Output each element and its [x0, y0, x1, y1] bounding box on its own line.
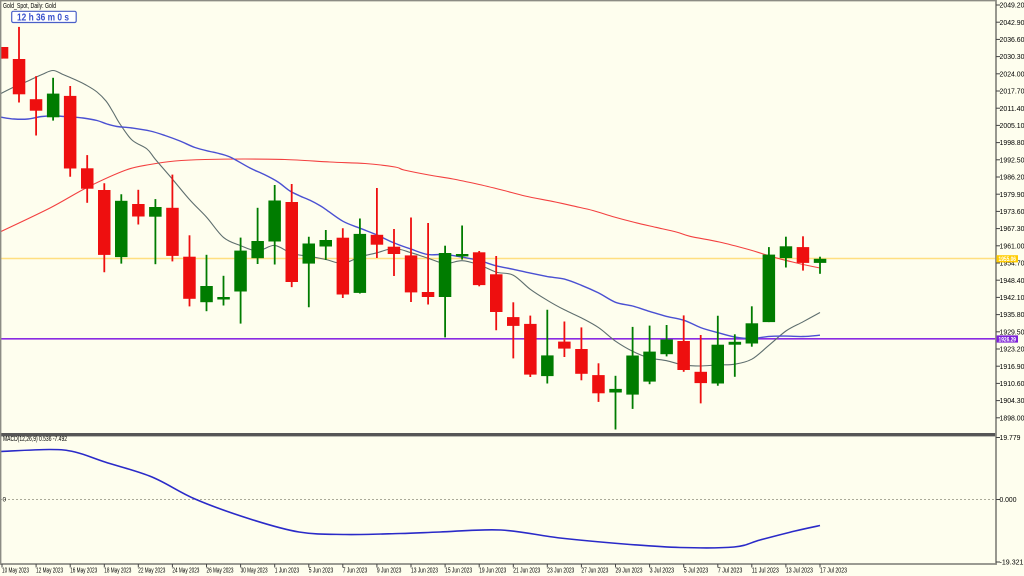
svg-text:1 Jun 2023: 1 Jun 2023 — [275, 568, 300, 575]
svg-text:10 May 2023: 10 May 2023 — [2, 568, 29, 575]
svg-text:2049.20: 2049.20 — [1000, 3, 1024, 10]
svg-text:29 Jun 2023: 29 Jun 2023 — [616, 568, 643, 575]
svg-text:30 May 2023: 30 May 2023 — [241, 568, 268, 575]
svg-text:5 Jul 2023: 5 Jul 2023 — [684, 568, 709, 575]
svg-text:19 Jun 2023: 19 Jun 2023 — [479, 568, 506, 575]
svg-text:1948.40: 1948.40 — [1000, 278, 1024, 285]
svg-text:1961.00: 1961.00 — [1000, 243, 1024, 250]
svg-text:2030.30: 2030.30 — [1000, 54, 1024, 61]
svg-text:27 Jun 2023: 27 Jun 2023 — [581, 568, 608, 575]
svg-text:23 Jun 2023: 23 Jun 2023 — [547, 568, 574, 575]
svg-text:19.779: 19.779 — [1000, 435, 1021, 442]
svg-text:1998.80: 1998.80 — [1000, 140, 1024, 147]
svg-text:9 Jun 2023: 9 Jun 2023 — [377, 568, 402, 575]
svg-text:1923.20: 1923.20 — [1000, 347, 1024, 354]
svg-text:18 May 2023: 18 May 2023 — [104, 568, 131, 575]
svg-text:1942.10: 1942.10 — [1000, 295, 1024, 302]
svg-text:7 Jul 2023: 7 Jul 2023 — [718, 568, 743, 575]
svg-text:2042.90: 2042.90 — [1000, 20, 1024, 27]
svg-text:15 Jun 2023: 15 Jun 2023 — [445, 568, 472, 575]
svg-text:1916.90: 1916.90 — [1000, 364, 1024, 371]
svg-text:MACD(12,26,9) 0.536 -7.492: MACD(12,26,9) 0.536 -7.492 — [3, 434, 67, 443]
svg-text:7 Jun 2023: 7 Jun 2023 — [343, 568, 368, 575]
svg-text:1955.06: 1955.06 — [999, 256, 1017, 263]
svg-text:12 May 2023: 12 May 2023 — [36, 568, 63, 575]
svg-text:26 May 2023: 26 May 2023 — [207, 568, 234, 575]
svg-text:2024.00: 2024.00 — [1000, 71, 1024, 78]
svg-text:3 Jul 2023: 3 Jul 2023 — [650, 568, 675, 575]
svg-text:Gold_Spot, Daily: Gold: Gold_Spot, Daily: Gold — [3, 1, 56, 10]
svg-text:1954.70: 1954.70 — [1000, 261, 1024, 268]
svg-text:1935.80: 1935.80 — [1000, 312, 1024, 319]
svg-text:16 May 2023: 16 May 2023 — [70, 568, 97, 575]
svg-text:21 Jun 2023: 21 Jun 2023 — [513, 568, 540, 575]
svg-text:-19.321: -19.321 — [1000, 560, 1024, 567]
svg-text:2017.70: 2017.70 — [1000, 89, 1024, 96]
svg-text:1986.20: 1986.20 — [1000, 175, 1024, 182]
svg-text:1929.50: 1929.50 — [1000, 329, 1024, 336]
svg-text:11 Jul 2023: 11 Jul 2023 — [752, 568, 779, 575]
svg-text:1973.60: 1973.60 — [1000, 209, 1024, 216]
svg-text:5 Jun 2023: 5 Jun 2023 — [309, 568, 334, 575]
svg-text:22 May 2023: 22 May 2023 — [138, 568, 165, 575]
svg-text:0.000: 0.000 — [1000, 497, 1017, 504]
svg-text:1979.90: 1979.90 — [1000, 192, 1024, 199]
svg-text:1992.50: 1992.50 — [1000, 157, 1024, 164]
svg-text:1967.30: 1967.30 — [1000, 226, 1024, 233]
svg-text:13 Jul 2023: 13 Jul 2023 — [786, 568, 813, 575]
svg-text:1898.00: 1898.00 — [1000, 415, 1024, 422]
svg-text:1926.29: 1926.29 — [999, 336, 1017, 343]
svg-text:12 h 36 m 0 s: 12 h 36 m 0 s — [17, 12, 69, 23]
svg-text:1910.60: 1910.60 — [1000, 381, 1024, 388]
svg-text:2036.60: 2036.60 — [1000, 37, 1024, 44]
svg-text:24 May 2023: 24 May 2023 — [172, 568, 199, 575]
svg-text:2005.10: 2005.10 — [1000, 123, 1024, 130]
svg-text:0: 0 — [3, 497, 7, 504]
svg-text:2011.40: 2011.40 — [1000, 106, 1024, 113]
svg-text:17 Jul 2023: 17 Jul 2023 — [820, 568, 847, 575]
svg-text:1904.30: 1904.30 — [1000, 398, 1024, 405]
svg-text:13 Jun 2023: 13 Jun 2023 — [411, 568, 438, 575]
